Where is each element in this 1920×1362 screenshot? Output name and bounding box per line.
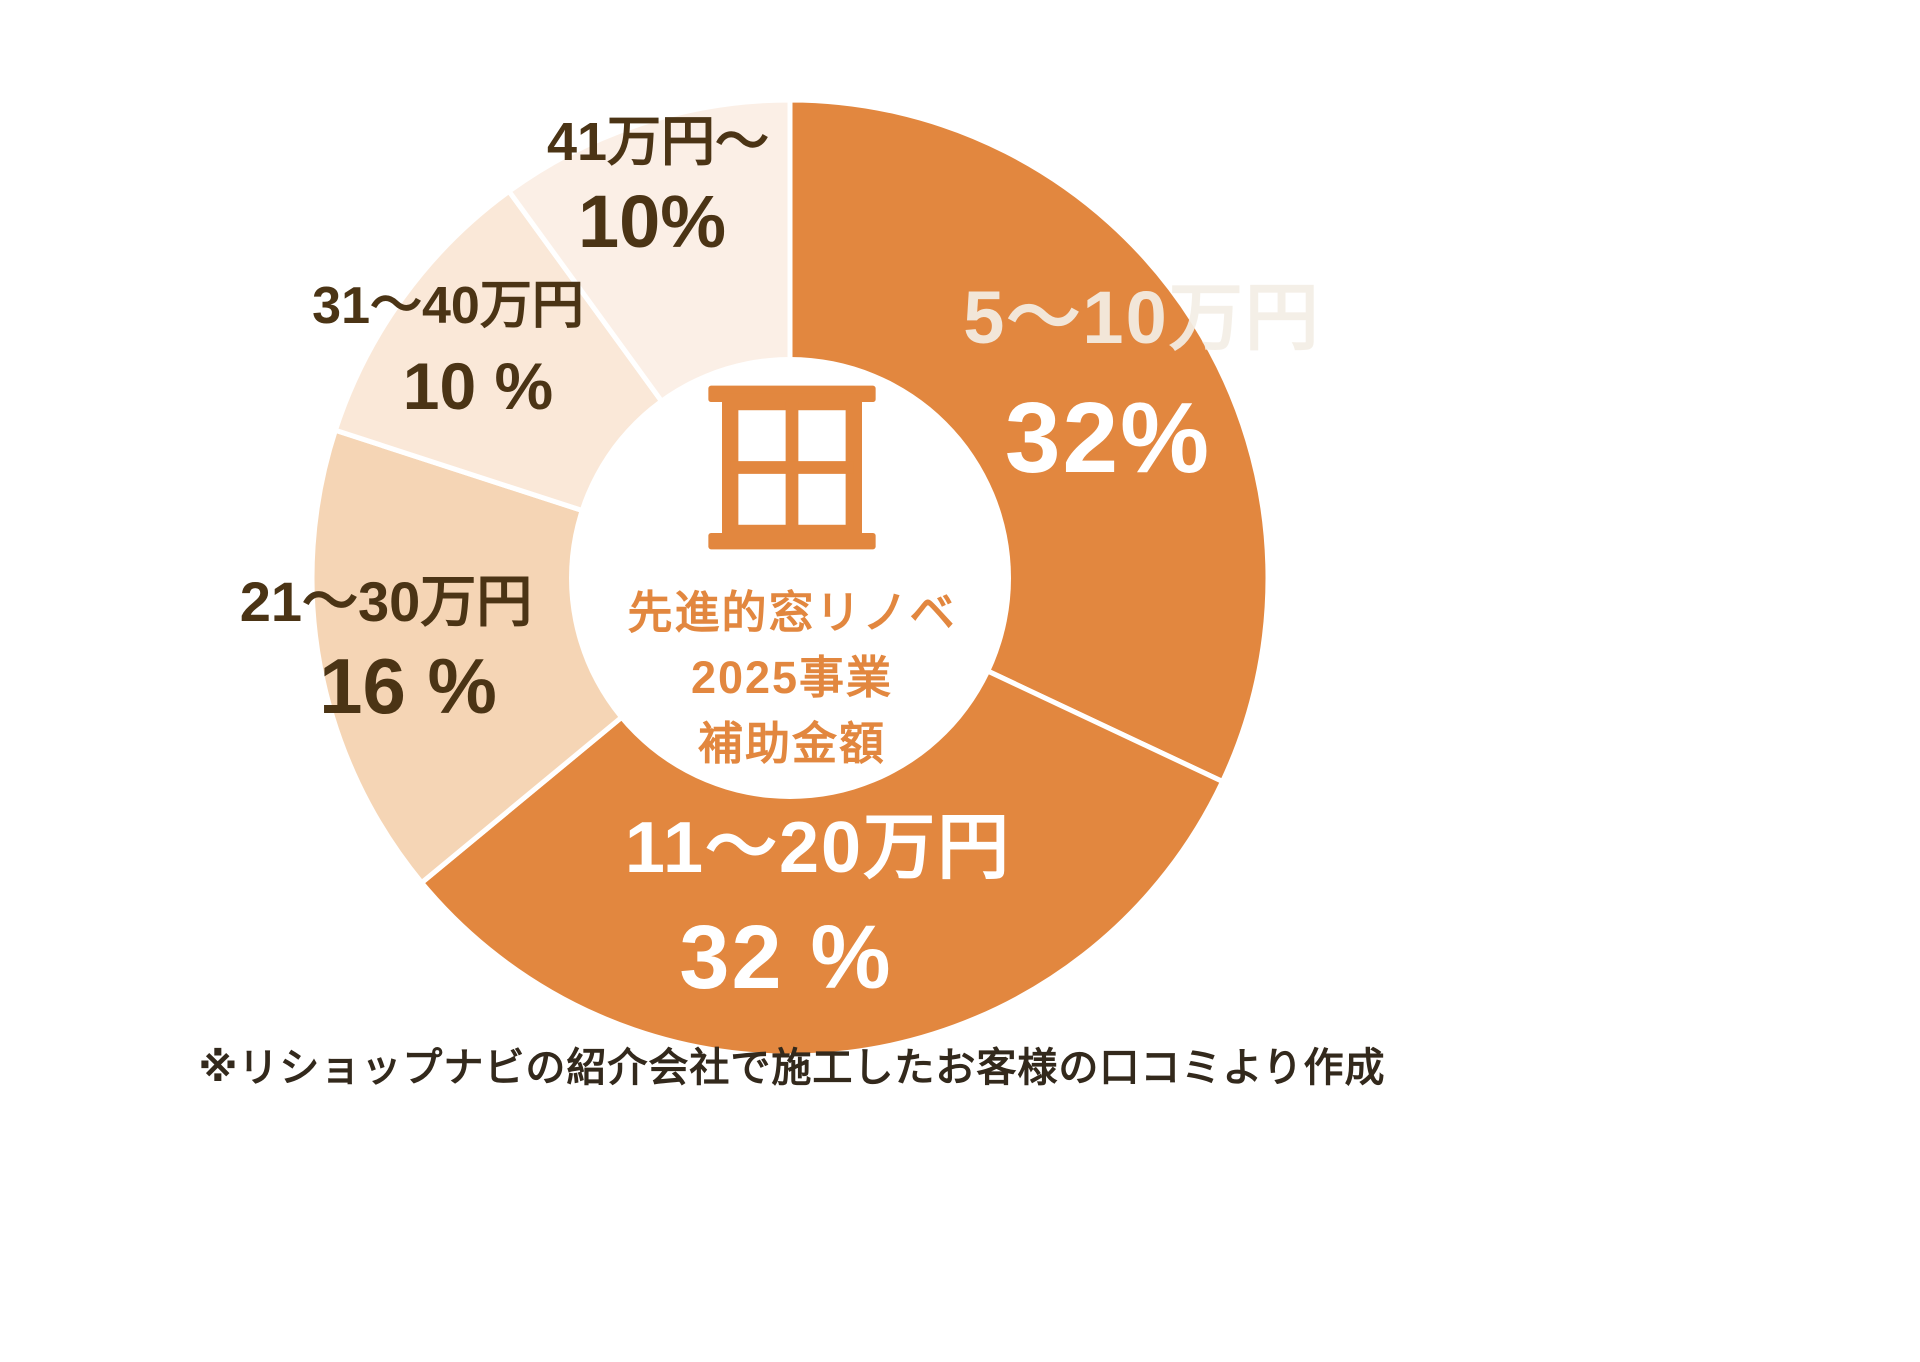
slice-percent-21-30: 16 % [319,642,497,730]
slice-percent-5-10: 32% [1004,382,1212,494]
slice-percent-31-40: 10 % [402,349,554,423]
chart-footnote: ※リショップナビの紹介会社で施工したお客様の口コミより作成 [198,1046,1386,1090]
slice-label-5-10: 5〜10万円 [963,276,1321,359]
center-title-line-1: 先進的窓リノベ [627,587,957,639]
donut-slice [419,575,1226,1059]
donut-hole [569,357,1011,799]
slice-percent-11-20: 32 % [679,908,893,1008]
slice-percent-41plus: 10% [577,180,727,263]
window-icon [692,377,892,564]
slice-label-11-20: 11〜20万円 [624,808,1012,888]
donut-center-title: 先進的窓リノベ 2025事業 補助金額 [627,580,956,776]
slice-label-31-40: 31〜40万円 [312,277,584,335]
slice-label-21-30: 21〜30万円 [239,570,533,633]
slice-label-41plus: 41万円〜 [546,112,770,172]
center-title-line-2: 2025事業 [690,652,894,704]
center-title-line-3: 補助金額 [697,717,887,769]
